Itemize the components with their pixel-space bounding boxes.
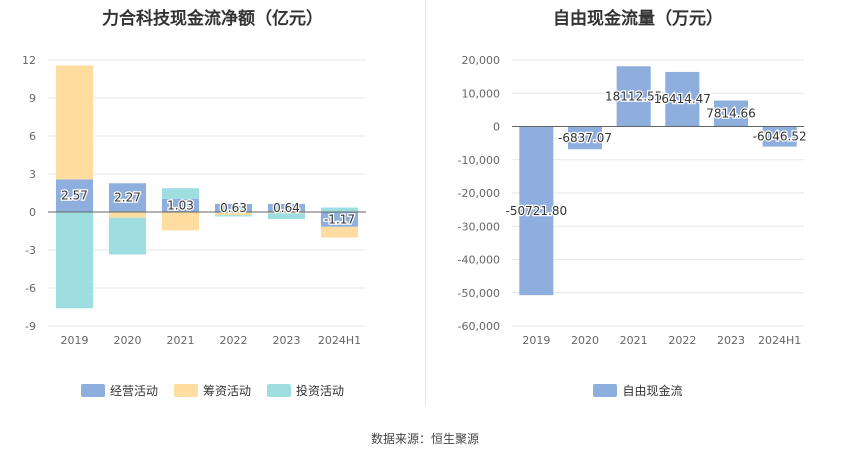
x-tick-label: 2020 <box>114 334 142 347</box>
bar-2023-s0[interactable] <box>267 203 306 212</box>
bar-2024H1-s1[interactable] <box>320 226 359 238</box>
y-tick-label: 20,000 <box>462 54 501 67</box>
data-source-note: 数据来源：恒生聚源 <box>370 432 479 446</box>
bar-2024H1-s0[interactable] <box>320 212 359 227</box>
chart-title: 自由现金流量（万元） <box>553 9 723 29</box>
bar-2022-s0[interactable] <box>665 71 700 127</box>
bar-2019-s0[interactable] <box>55 179 94 212</box>
x-tick-label: 2019 <box>522 334 550 347</box>
y-tick-label: -60,000 <box>458 320 500 333</box>
x-tick-label: 2021 <box>167 334 195 347</box>
x-tick-label: 2019 <box>61 334 89 347</box>
bar-2020-s0[interactable] <box>108 183 147 212</box>
x-tick-label: 2024H1 <box>758 334 801 347</box>
legend-label: 筹资活动 <box>202 384 251 398</box>
y-tick-label: 12 <box>22 54 36 67</box>
y-tick-label: -50,000 <box>458 287 500 300</box>
data-label: -6837.07 <box>558 131 612 145</box>
legend-swatch <box>173 384 198 397</box>
cashflow-net-plot: -9 -6 -3 0 3 6 9 12 2019 2020 2021 2022 2023 2024H1 2.… <box>22 54 366 347</box>
y-tick-label: -30,000 <box>458 220 500 233</box>
data-label: 2.27 <box>114 191 141 205</box>
y-tick-label: -9 <box>25 320 36 333</box>
data-label: 1.03 <box>167 198 194 212</box>
data-label: 7814.66 <box>706 107 756 121</box>
free-cashflow-chart: 自由现金流量（万元） -60,000 -50,000 -40,000 -30,000-… <box>426 0 850 410</box>
y-tick-label: 6 <box>29 130 36 143</box>
y-tick-label: -40,000 <box>458 254 500 267</box>
bar-2021-s0[interactable] <box>161 198 200 212</box>
legend-item[interactable]: 自由现金流 <box>593 382 683 399</box>
y-tick-label: -3 <box>25 244 36 257</box>
bar-2020-s0[interactable] <box>567 126 603 150</box>
bar-2021-s1[interactable] <box>161 212 200 231</box>
x-tick-label: 2022 <box>668 334 696 347</box>
legend-swatch <box>593 384 618 397</box>
legend-item[interactable]: 投资活动 <box>267 382 344 399</box>
bar-2022-s1[interactable] <box>214 212 253 216</box>
free-cashflow-plot: -60,000 -50,000 -40,000 -30,000 -20,000 -10,0… <box>458 54 808 347</box>
x-tick-label: 2022 <box>220 334 248 347</box>
bar-2019-s2[interactable] <box>55 212 94 309</box>
panel-divider <box>425 0 426 405</box>
data-label: 0.64 <box>273 201 300 215</box>
legend-item[interactable]: 经营活动 <box>80 382 158 399</box>
chart-title: 力合科技现金流净额（亿元） <box>102 9 323 29</box>
y-tick-label: 10,000 <box>462 87 501 100</box>
y-tick-label: -6 <box>25 282 36 295</box>
x-tick-label: 2023 <box>273 334 301 347</box>
chart-legend: 自由现金流 <box>426 382 850 399</box>
bar-2022-s2[interactable] <box>214 215 253 217</box>
bar-2019-s0[interactable] <box>519 126 554 296</box>
y-tick-label: 3 <box>29 168 36 181</box>
y-tick-label: -10,000 <box>458 154 500 167</box>
x-tick-label: 2024H1 <box>318 334 361 347</box>
legend-label: 投资活动 <box>296 384 345 398</box>
y-tick-label: 0 <box>29 206 36 219</box>
y-tick-label: -20,000 <box>458 187 500 200</box>
data-label: -50721.80 <box>506 204 568 218</box>
legend-swatch <box>80 384 105 397</box>
cashflow-net-chart: 力合科技现金流净额（亿元） -9 -6 -3 0 3 6 9 12 2019 2020 2021 20… <box>0 0 425 410</box>
x-tick-label: 2021 <box>620 334 648 347</box>
legend-label: 经营活动 <box>109 384 158 398</box>
chart-legend: 经营活动 筹资活动 投资活动 <box>0 382 425 399</box>
bar-2023-s1[interactable] <box>267 212 306 214</box>
bar-2023-s2[interactable] <box>267 213 306 219</box>
legend-item[interactable]: 筹资活动 <box>173 382 251 399</box>
bar-2019-s1[interactable] <box>55 65 94 180</box>
y-tick-label: 0 <box>493 121 500 134</box>
data-label: 18112.55 <box>605 89 662 103</box>
bar-2020-s1[interactable] <box>108 212 147 218</box>
bar-2023-s0[interactable] <box>713 100 749 127</box>
data-label: -1.17 <box>324 212 355 226</box>
bar-2020-s2[interactable] <box>108 217 147 255</box>
data-label: 0.63 <box>220 201 247 215</box>
bar-2024H1-s0[interactable] <box>762 126 797 147</box>
bar-2021-s0[interactable] <box>616 66 651 127</box>
data-label: 16414.47 <box>654 92 711 106</box>
bar-2021-s2[interactable] <box>161 188 200 199</box>
bar-2022-s0[interactable] <box>214 204 253 212</box>
x-tick-label: 2023 <box>717 334 745 347</box>
data-label: -6046.52 <box>753 130 807 144</box>
y-tick-label: 9 <box>29 92 36 105</box>
data-label: 2.57 <box>61 189 88 203</box>
x-tick-label: 2020 <box>571 334 599 347</box>
bar-2024H1-s2[interactable] <box>320 207 359 212</box>
legend-label: 自由现金流 <box>622 384 683 398</box>
legend-swatch <box>267 384 291 397</box>
